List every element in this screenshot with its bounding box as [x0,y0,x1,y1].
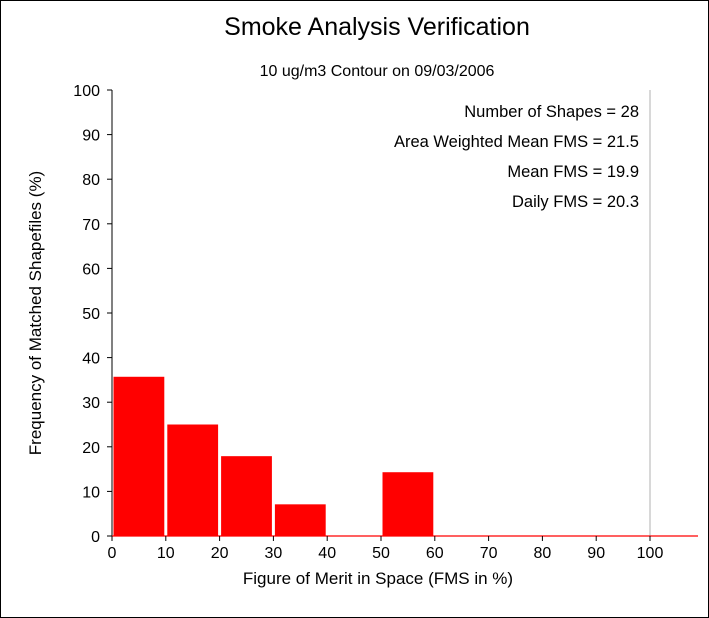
y-tick-label: 30 [82,395,100,412]
x-tick-label: 30 [265,545,283,562]
stats-annotation: Daily FMS = 20.3 [512,193,639,211]
x-tick-label: 80 [534,545,552,562]
y-axis-label: Frequency of Matched Shapefiles (%) [26,171,45,455]
y-tick-label: 100 [73,83,100,100]
stats-annotations: Number of Shapes = 28 Area Weighted Mean … [394,103,639,211]
x-tick-label: 0 [108,545,117,562]
y-tick-label: 50 [82,306,100,323]
y-tick-label: 80 [82,172,100,189]
y-tick-label: 70 [82,217,100,234]
histogram-bar [113,376,165,536]
stats-annotation: Area Weighted Mean FMS = 21.5 [394,133,639,151]
bars-group [113,376,434,536]
y-tick-label: 40 [82,351,100,368]
x-tick-label: 10 [157,545,175,562]
x-tick-label: 90 [587,545,605,562]
axes-group: 0 10 20 30 40 50 60 70 80 90 100 0 10 20 30 40 50 60 70 80 9… [73,83,698,562]
x-tick-label: 50 [372,545,390,562]
x-tick-label: 20 [211,545,229,562]
x-tick-label: 40 [318,545,336,562]
histogram-bar [274,504,326,536]
y-tick-label: 10 [82,484,100,501]
histogram-bar [382,472,434,536]
y-tick-label: 0 [91,529,100,546]
x-tick-label: 70 [480,545,498,562]
y-tick-label: 20 [82,440,100,457]
chart-title: Smoke Analysis Verification [224,13,530,41]
x-tick-label: 60 [426,545,444,562]
y-tick-label: 90 [82,128,100,145]
chart-subtitle: 10 ug/m3 Contour on 09/03/2006 [260,63,495,80]
stats-annotation: Mean FMS = 19.9 [507,163,639,181]
x-axis-label: Figure of Merit in Space (FMS in %) [243,569,513,588]
histogram-bar [167,424,219,536]
y-tick-label: 60 [82,261,100,278]
x-tick-label: 100 [637,545,664,562]
histogram-bar [221,456,272,536]
stats-annotation: Number of Shapes = 28 [464,103,639,121]
